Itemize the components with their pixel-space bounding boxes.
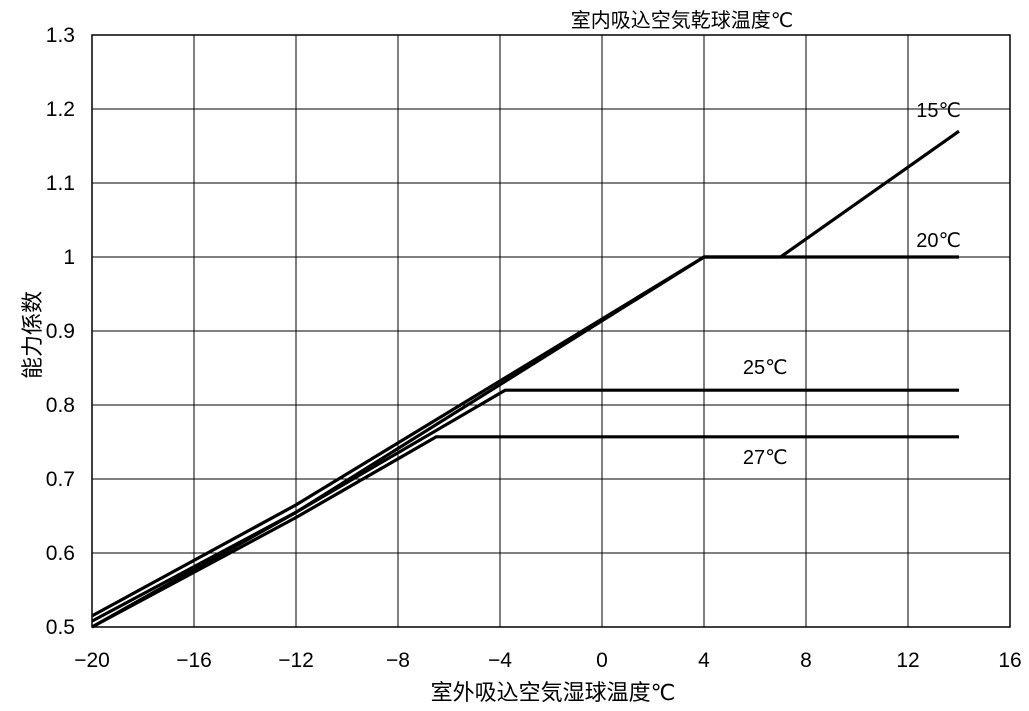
x-tick-label: 12 (896, 649, 919, 672)
y-tick-label: 1.2 (46, 98, 75, 121)
series-line (91, 255, 959, 629)
y-tick-label: 0.6 (46, 542, 75, 565)
series-lines (91, 129, 960, 629)
x-tick-label: −8 (386, 649, 410, 672)
x-tick-label: −16 (176, 649, 212, 672)
x-tick-label: 0 (596, 649, 608, 672)
series-labels: 15℃ 20℃ 25℃ 27℃ (743, 100, 961, 469)
plot-frame (91, 34, 1011, 628)
y-tick-label: 1 (63, 246, 75, 269)
y-tick-label: 0.7 (46, 468, 75, 491)
series-label: 15℃ (916, 100, 961, 122)
y-tick-label: 1.1 (46, 172, 75, 195)
x-axis-ticks: −20 −16 −12 −8 −4 0 4 8 12 16 (74, 649, 1021, 672)
series-label: 20℃ (916, 230, 961, 252)
x-tick-label: 4 (698, 649, 710, 672)
series-line (91, 129, 960, 618)
x-axis-title: 室外吸込空気湿球温度℃ (431, 681, 676, 706)
series-line (91, 388, 959, 623)
y-axis-title: 能力係数 (21, 291, 46, 379)
x-tick-label: 8 (800, 649, 812, 672)
series-label: 25℃ (743, 357, 788, 379)
y-axis-ticks: 0.5 0.6 0.7 0.8 0.9 1 1.1 1.2 1.3 (46, 24, 75, 639)
series-label: 27℃ (743, 447, 788, 469)
y-tick-label: 0.9 (46, 320, 75, 343)
grid-lines (91, 34, 1011, 628)
x-tick-label: −4 (488, 649, 512, 672)
chart-title: 室内吸込空気乾球温度℃ (571, 8, 793, 32)
x-tick-label: −12 (278, 649, 314, 672)
y-tick-label: 0.8 (46, 394, 75, 417)
y-tick-label: 0.5 (46, 616, 75, 639)
x-tick-label: −20 (74, 649, 110, 672)
y-tick-label: 1.3 (46, 24, 75, 47)
series-line (91, 435, 959, 629)
x-tick-label: 16 (998, 649, 1021, 672)
